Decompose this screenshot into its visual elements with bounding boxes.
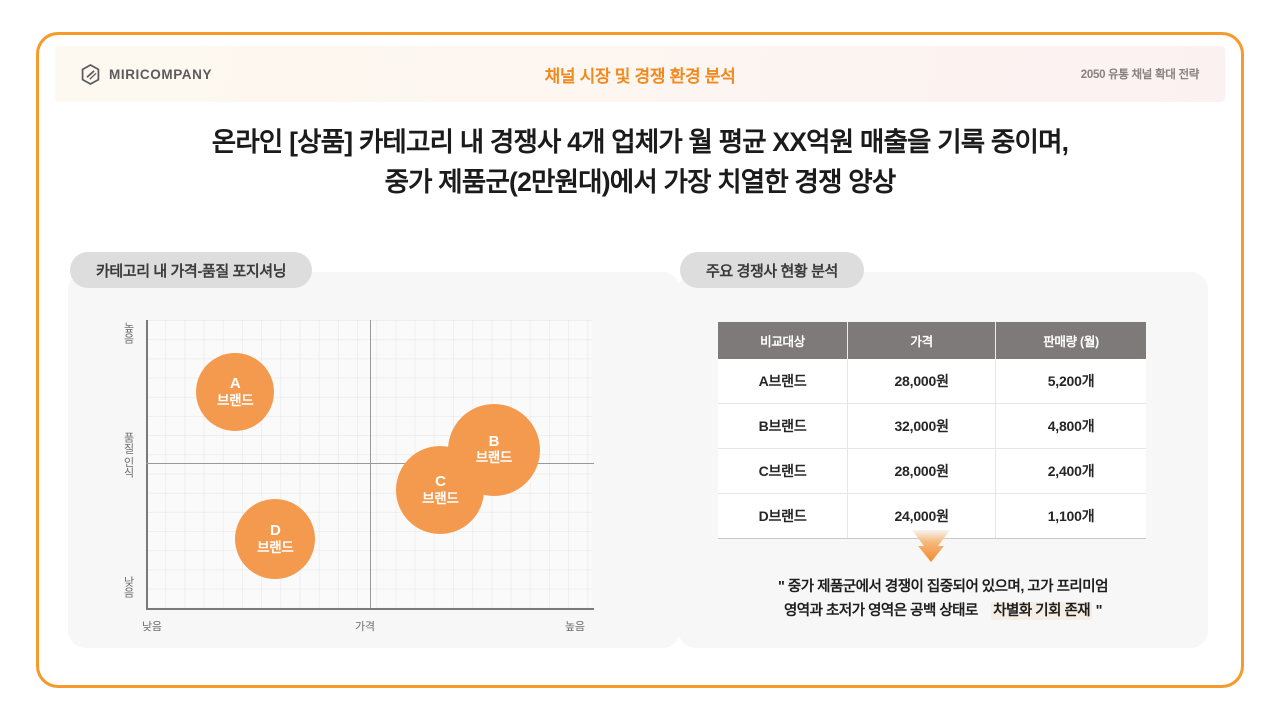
conclusion-suffix: ": [1092, 602, 1103, 619]
table-cell: D브랜드: [718, 493, 849, 539]
page-title: 채널 시장 및 경쟁 환경 분석: [544, 66, 736, 86]
x-axis-title: 가격: [355, 621, 375, 633]
bubble-id: D: [270, 522, 281, 540]
headline-line-2: 중가 제품군(2만원대)에서 가장 치열한 경쟁 양상: [384, 167, 897, 198]
conclusion-highlight: 차별화 기회 존재: [991, 601, 1093, 620]
chart-y-axis: [146, 320, 148, 610]
table-cell: 1,100개: [995, 493, 1146, 539]
frame-edge-right: [1241, 152, 1244, 568]
chart-x-axis: [146, 608, 594, 610]
brand-name: MIRICOMPANY: [109, 66, 213, 82]
table-cell: 28,000원: [847, 359, 997, 404]
scatter-bubble-a: A 브랜드: [196, 353, 275, 431]
x-axis-tick-low: 낮음: [142, 621, 162, 633]
table-cell: C브랜드: [718, 448, 849, 494]
bubble-id: B: [488, 432, 500, 450]
table-column-header: 가격: [847, 322, 997, 359]
headline: 온라인 [상품] 카테고리 내 경쟁사 4개 업체가 월 평균 XX억원 매출을…: [60, 122, 1220, 203]
scatter-bubble-c: C 브랜드: [396, 445, 485, 534]
conclusion-line-1: " 중가 제품군에서 경쟁이 집중되어 있으며, 고가 프리미엄: [778, 579, 1108, 595]
x-axis-tick-high: 높음: [565, 621, 585, 633]
table-cell: 28,000원: [847, 448, 997, 494]
table-cell: 5,200개: [995, 359, 1146, 404]
competitor-panel-tab: 주요 경쟁사 현황 분석: [680, 252, 864, 288]
headline-line-1: 온라인 [상품] 카테고리 내 경쟁사 4개 업체가 월 평균 XX억원 매출을…: [211, 127, 1069, 157]
hexagon-logo-icon: [81, 63, 100, 85]
down-arrow-icon: [912, 530, 950, 562]
positioning-panel-tab: 카테고리 내 가격-품질 포지셔닝: [70, 252, 313, 288]
table-cell: 32,000원: [847, 403, 997, 449]
table-cell: A브랜드: [718, 359, 849, 404]
brand: MIRICOMPANY: [81, 63, 381, 85]
competitor-table: 비교대상 가격 판매량 (월) A브랜드 28,000원 5,200개 B브랜드 32,00…: [718, 322, 1146, 539]
bubble-label: 브랜드: [422, 490, 459, 506]
frame-edge-bottom: [286, 685, 994, 688]
table-header-row: 비교대상 가격 판매량 (월): [718, 322, 1146, 359]
scatter-bubble-d: D 브랜드: [235, 498, 316, 579]
conclusion-text: " 중가 제품군에서 경쟁이 집중되어 있으며, 고가 프리미엄 영역과 초저가…: [690, 576, 1196, 624]
frame-edge-top: [286, 32, 994, 35]
scatter-bubble-b: B 브랜드: [447, 403, 540, 496]
conclusion-line-2-pre: 영역과 초저가 영역은 공백 상태로ㅤ: [783, 602, 992, 619]
frame-edge-left: [36, 152, 39, 568]
y-axis-tick-low: 낮음: [122, 576, 134, 598]
table-row: B브랜드 32,000원 4,800개: [718, 403, 1146, 449]
bubble-id: C: [435, 473, 446, 491]
table-column-header: 판매량 (월): [995, 322, 1146, 359]
y-axis-title: 품질 인식: [122, 432, 134, 478]
slide-header: MIRICOMPANY 채널 시장 및 경쟁 환경 분석 2050 유통 채널 …: [55, 46, 1225, 102]
table-column-header: 비교대상: [718, 322, 849, 359]
table-cell: B브랜드: [718, 403, 849, 449]
bubble-id: A: [229, 375, 241, 393]
chart-quadrant-vertical-line: [370, 320, 371, 608]
bubble-label: 브랜드: [475, 450, 513, 466]
bubble-label: 브랜드: [257, 539, 294, 555]
table-cell: 2,400개: [995, 448, 1146, 494]
table-cell: 4,800개: [995, 403, 1146, 449]
table-row: A브랜드 28,000원 5,200개: [718, 359, 1146, 404]
y-axis-tick-high: 높음: [122, 322, 134, 344]
chart-quadrant-horizontal-line: [146, 463, 594, 464]
table-row: D브랜드 24,000원 1,100개: [718, 493, 1146, 539]
header-subtitle: 2050 유통 채널 확대 전략: [1080, 69, 1200, 81]
table-row: C브랜드 28,000원 2,400개: [718, 448, 1146, 494]
bubble-label: 브랜드: [217, 392, 254, 408]
